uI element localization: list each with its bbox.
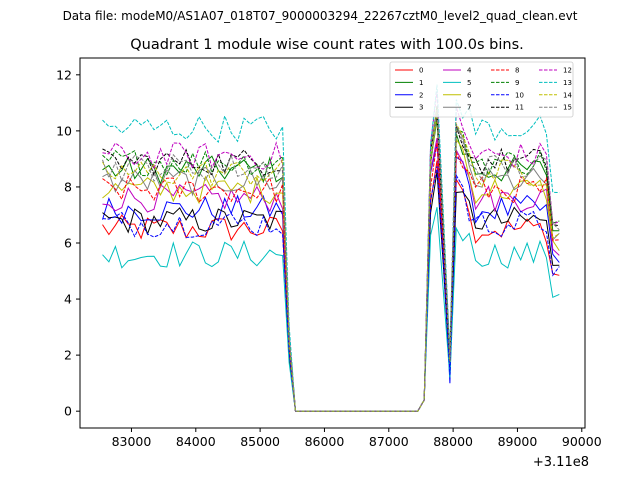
y-tick-label-4: 4: [64, 292, 72, 307]
series-line-5: [102, 207, 560, 412]
legend-label-4: 4: [467, 67, 472, 75]
x-tick-label-83000: 83000: [112, 434, 152, 449]
y-tick-label-12: 12: [56, 67, 72, 82]
y-tick-label-8: 8: [64, 179, 72, 194]
legend-label-13: 13: [563, 79, 572, 87]
x-tick-label-86000: 86000: [305, 434, 345, 449]
series-line-8: [102, 142, 560, 412]
legend-label-15: 15: [563, 104, 572, 112]
chart-suptitle: Data file: modeM0/AS1A07_018T07_90000032…: [63, 9, 578, 23]
series-line-15: [102, 111, 560, 412]
y-tick-label-0: 0: [64, 404, 72, 419]
legend-label-6: 6: [467, 91, 472, 99]
y-tick-label-10: 10: [56, 123, 72, 138]
x-tick-label-89000: 89000: [498, 434, 538, 449]
series-line-3: [102, 171, 560, 412]
legend-label-1: 1: [419, 79, 423, 87]
series-line-0: [102, 160, 560, 412]
series-line-9: [102, 105, 560, 412]
series-line-4: [102, 137, 560, 412]
x-tick-label-88000: 88000: [433, 434, 473, 449]
plot-area: 83000 84000 85000 86000 87000 88000 89000 90000…: [56, 57, 602, 449]
chart-title: Quadrant 1 module wise count rates with …: [130, 37, 524, 53]
legend-label-14: 14: [563, 91, 572, 99]
x-tick-label-84000: 84000: [176, 434, 216, 449]
y-tick-label-2: 2: [64, 348, 72, 363]
legend-label-11: 11: [515, 104, 524, 112]
legend-label-7: 7: [467, 104, 471, 112]
legend-label-3: 3: [419, 104, 423, 112]
y-tick-label-6: 6: [64, 236, 72, 251]
series-line-14: [102, 110, 560, 412]
series-line-7: [102, 106, 560, 412]
x-tick-label-85000: 85000: [240, 434, 280, 449]
x-tick-label-87000: 87000: [369, 434, 409, 449]
legend-label-2: 2: [419, 91, 423, 99]
legend-label-0: 0: [419, 67, 423, 75]
legend-label-9: 9: [515, 79, 519, 87]
legend-box: [389, 61, 574, 118]
legend-label-10: 10: [515, 91, 524, 99]
series-line-13: [102, 84, 560, 412]
x-tick-label-90000: 90000: [562, 434, 602, 449]
legend-label-12: 12: [563, 67, 572, 75]
legend-label-8: 8: [515, 67, 519, 75]
legend-label-5: 5: [467, 79, 471, 87]
series-line-2: [102, 143, 560, 412]
x-axis-offset-label: +3.11e8: [533, 455, 589, 470]
